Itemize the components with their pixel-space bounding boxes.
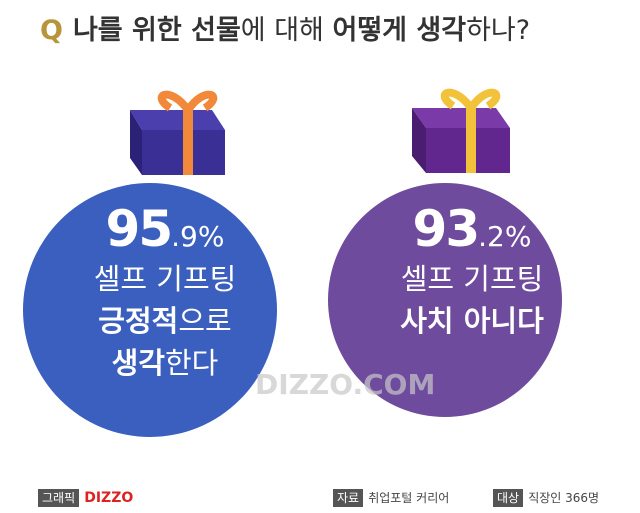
watermark: DIZZO.COM	[255, 368, 436, 401]
title: Q 나를 위한 선물에 대해 어떻게 생각하나?	[40, 8, 530, 47]
card: 95.9% 셀프 기프팅 긍정적으로 생각한다	[45, 200, 285, 384]
source: 취업포털 커리어	[368, 491, 450, 505]
text-segment: 하나?	[466, 15, 531, 46]
text-segment: 셀프 기프팅	[400, 262, 544, 296]
text-segment: 나를 위한 선물	[72, 15, 241, 46]
text-segment: 생각	[111, 346, 165, 380]
brand: DIZZO	[84, 490, 134, 506]
source-label: 자료	[333, 489, 364, 507]
text-segment: 사치 아니다	[400, 304, 544, 338]
stat: 95.9%	[45, 200, 285, 258]
gift-left	[130, 90, 225, 175]
footer-left: 그래픽 DIZZO	[38, 487, 134, 507]
title-text: 나를 위한 선물에 대해 어떻게 생각하나?	[73, 15, 530, 46]
text-segment: 긍정적	[98, 304, 179, 338]
circle-left	[23, 183, 277, 437]
text-line: 사치 아니다	[352, 300, 592, 342]
text-segment: 한다	[165, 346, 219, 380]
text-line: 긍정적으로	[45, 300, 285, 342]
text-segment: 어떻게 생각	[332, 15, 467, 46]
text-line: 셀프 기프팅	[45, 258, 285, 300]
target: 직장인 366명	[528, 491, 600, 505]
text-segment: 셀프 기프팅	[93, 262, 237, 296]
stat-major: 95	[105, 200, 174, 258]
footer-target: 대상 직장인 366명	[493, 487, 600, 507]
text-segment: 에 대해	[240, 15, 333, 46]
stat-major: 93	[412, 200, 481, 258]
footer-source: 자료 취업포털 커리어	[333, 487, 450, 507]
stat: 93.2%	[352, 200, 592, 258]
title-marker: Q	[40, 15, 63, 46]
gift-right	[412, 88, 510, 173]
text-line: 셀프 기프팅	[352, 258, 592, 300]
text-line: 생각한다	[45, 342, 285, 384]
text-segment: 으로	[178, 304, 232, 338]
stat-minor: .2%	[478, 220, 532, 253]
circle-right	[328, 183, 562, 417]
stat-minor: .9%	[171, 220, 225, 253]
target-label: 대상	[493, 489, 524, 507]
graphic-label: 그래픽	[38, 489, 80, 507]
